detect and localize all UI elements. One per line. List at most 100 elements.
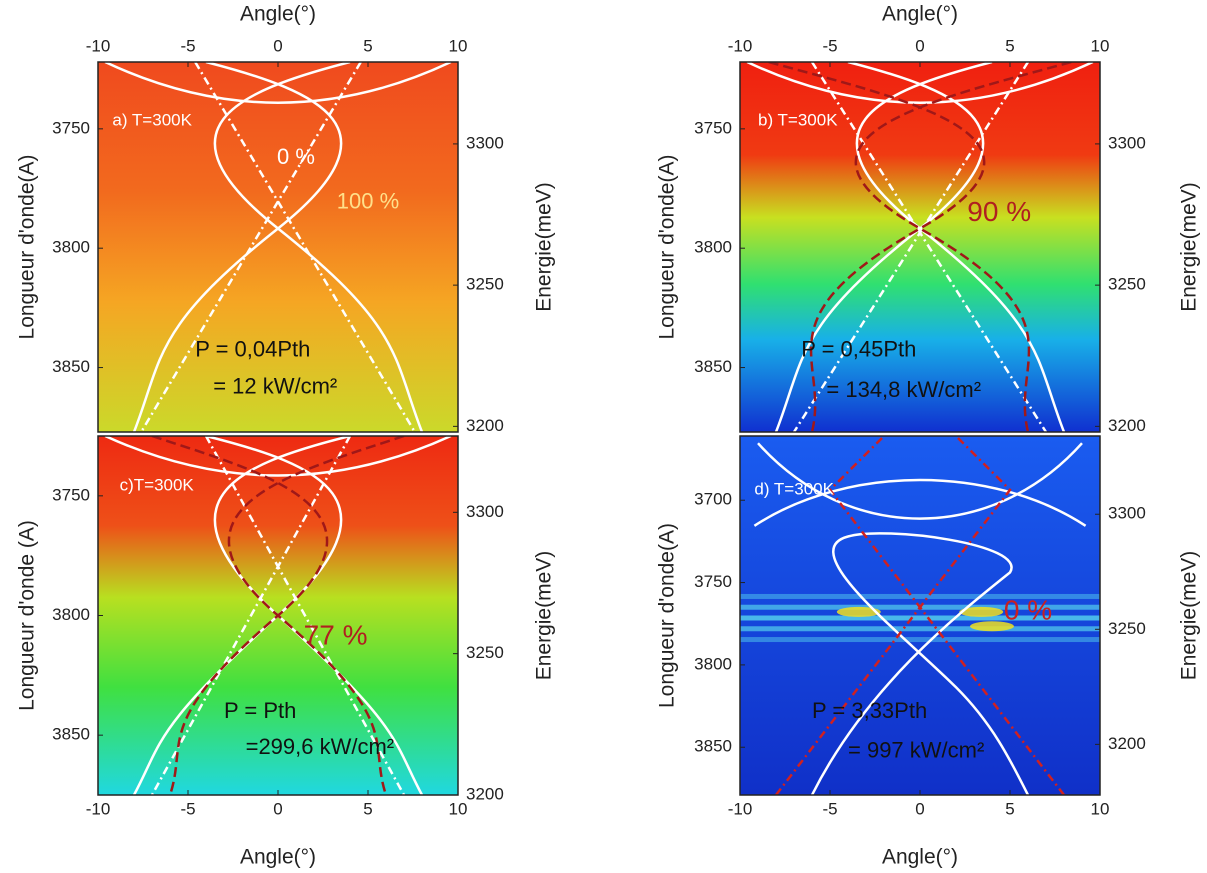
y2-tick-label: 3200 xyxy=(466,416,504,435)
dispersion-curve xyxy=(753,478,1087,527)
overlay xyxy=(740,436,1100,795)
x-tick-label: 5 xyxy=(363,799,372,818)
annotation: 90 % xyxy=(967,196,1031,227)
panel: -10 -5 0 5 10 3700 3750 3800 3850 3300 3250 3200 Ang… xyxy=(656,435,1201,869)
annotation: 0 % xyxy=(277,144,315,169)
dispersion-curve xyxy=(757,442,1083,520)
y-tick-label: 3850 xyxy=(52,357,90,376)
y-tick-label: 3700 xyxy=(694,490,732,509)
annotation: P = 0,04Pth xyxy=(195,336,310,361)
emission-line xyxy=(740,626,1100,632)
dispersion-curve xyxy=(774,62,985,432)
dispersion-curve xyxy=(150,436,352,795)
dispersion-curve xyxy=(828,436,1065,795)
annotation: a) T=300K xyxy=(112,111,192,130)
y2-tick-label: 3250 xyxy=(466,275,504,294)
y-tick-label: 3750 xyxy=(52,485,90,504)
dispersion-curve xyxy=(104,62,452,104)
annotation: = 134,8 kW/cm² xyxy=(826,377,981,402)
y2-tick-label: 3300 xyxy=(466,502,504,521)
overlay xyxy=(746,62,1094,432)
annotation: d) T=300K xyxy=(754,479,834,498)
y2-tick-label: 3250 xyxy=(466,643,504,662)
x-axis-label: Angle(°) xyxy=(240,846,316,869)
x-tick-label: 10 xyxy=(1091,799,1110,818)
y-tick-label: 3800 xyxy=(52,238,90,257)
x-axis-label: Angle(°) xyxy=(882,3,958,26)
dispersion-curve xyxy=(132,62,343,432)
annotation: P = Pth xyxy=(224,698,296,723)
y2-tick-label: 3250 xyxy=(1108,275,1146,294)
y2-tick-label: 3200 xyxy=(1108,416,1146,435)
y2-tick-label: 3300 xyxy=(1108,504,1146,523)
heatmap xyxy=(98,62,458,432)
overlay xyxy=(104,62,452,432)
x-tick-label: 0 xyxy=(273,799,282,818)
x-tick-label: 0 xyxy=(915,36,924,55)
x-tick-label: 10 xyxy=(1091,36,1110,55)
y-tick-label: 3800 xyxy=(52,605,90,624)
dispersion-curve xyxy=(810,532,1030,795)
emission-spot xyxy=(970,621,1014,632)
annotation: 0 % xyxy=(1004,594,1052,625)
emission-line xyxy=(740,615,1100,621)
dispersion-curve xyxy=(810,62,1048,432)
annotation: 100 % xyxy=(337,188,399,213)
y-tick-label: 3800 xyxy=(694,654,732,673)
dispersion-curve xyxy=(768,62,986,432)
overlay xyxy=(104,436,452,795)
y-tick-label: 3850 xyxy=(52,725,90,744)
annotation: = 12 kW/cm² xyxy=(213,373,337,398)
y-tick-label: 3750 xyxy=(52,118,90,137)
x-axis-label: Angle(°) xyxy=(240,3,316,26)
emission-spot xyxy=(836,606,881,617)
annotation: = 997 kW/cm² xyxy=(848,738,984,763)
x-tick-label: 0 xyxy=(273,36,282,55)
y2-axis-label: Energie(meV) xyxy=(533,551,556,681)
y2-tick-label: 3200 xyxy=(466,784,504,803)
y2-axis-label: Energie(meV) xyxy=(1178,182,1201,312)
dispersion-curve xyxy=(746,62,1094,104)
x-tick-label: -10 xyxy=(86,799,111,818)
y-axis-label: Longueur d'onde(A) xyxy=(656,523,679,708)
y-axis-label: Longueur d'onde(A) xyxy=(16,155,39,340)
x-tick-label: 5 xyxy=(1005,36,1014,55)
heatmap xyxy=(740,62,1100,432)
dispersion-curve xyxy=(854,62,1072,432)
x-tick-label: 5 xyxy=(363,36,372,55)
annotation: P = 0,45Pth xyxy=(801,336,916,361)
x-tick-label: 10 xyxy=(449,36,468,55)
x-tick-label: -10 xyxy=(86,36,111,55)
y-tick-label: 3850 xyxy=(694,357,732,376)
dispersion-curve xyxy=(855,62,1066,432)
dispersion-curve xyxy=(104,436,452,477)
y-tick-label: 3800 xyxy=(694,238,732,257)
x-axis-label: Angle(°) xyxy=(882,846,958,869)
emission-line xyxy=(740,637,1100,643)
x-tick-label: -10 xyxy=(728,799,753,818)
dispersion-curve xyxy=(792,62,1030,432)
x-tick-label: 10 xyxy=(449,799,468,818)
x-tick-label: -5 xyxy=(180,36,195,55)
x-tick-label: 5 xyxy=(1005,799,1014,818)
emission-line xyxy=(740,593,1100,599)
y-tick-label: 3750 xyxy=(694,572,732,591)
y2-tick-label: 3200 xyxy=(1108,734,1146,753)
dispersion-curve xyxy=(775,436,1012,795)
dispersion-curve xyxy=(151,436,329,795)
y-tick-label: 3750 xyxy=(694,118,732,137)
y-axis-label: Longueur d'onde(A) xyxy=(656,155,679,340)
panel: -10 -5 0 5 10 3750 3800 3850 3300 3250 3200 Angle(°… xyxy=(16,3,556,435)
x-tick-label: -5 xyxy=(180,799,195,818)
annotation: b) T=300K xyxy=(758,111,838,130)
dispersion-curve xyxy=(213,62,424,432)
annotation: P = 3,33Pth xyxy=(812,698,927,723)
annotation: =299,6 kW/cm² xyxy=(246,734,395,759)
x-tick-label: -10 xyxy=(728,36,753,55)
panel: -10 -5 0 5 10 3750 3800 3850 3300 3250 3200 Angle(°… xyxy=(16,435,556,869)
x-tick-label: 0 xyxy=(915,799,924,818)
y-tick-label: 3850 xyxy=(694,737,732,756)
y2-axis-label: Energie(meV) xyxy=(533,182,556,312)
annotation: c)T=300K xyxy=(120,476,195,495)
